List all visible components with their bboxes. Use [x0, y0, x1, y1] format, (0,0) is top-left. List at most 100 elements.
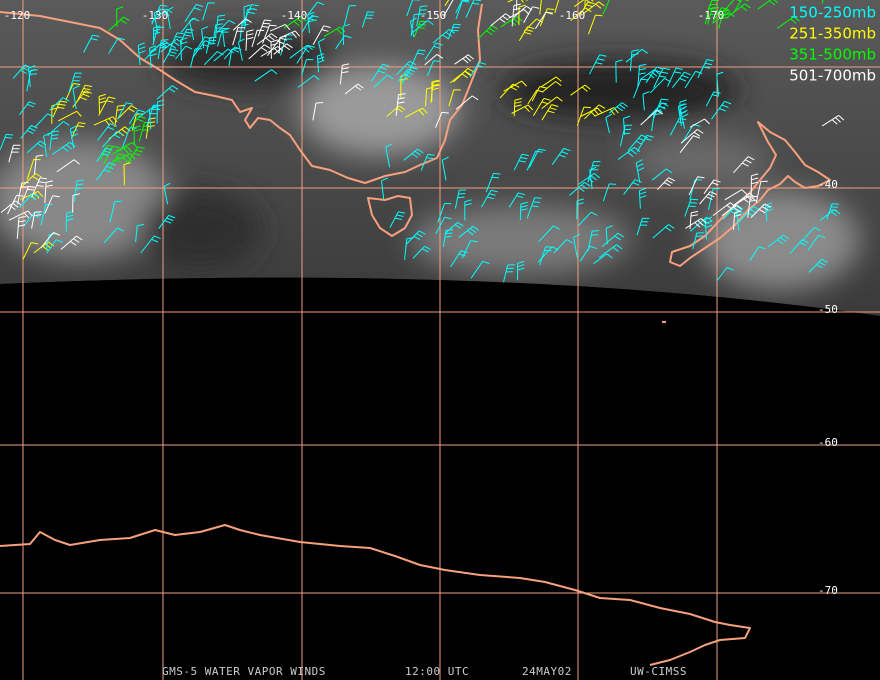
wind-barb [633, 78, 648, 99]
wind-barb [625, 48, 648, 63]
wind-barb [652, 224, 675, 239]
wind-barb [205, 36, 217, 54]
wind-barb [574, 0, 594, 8]
wind-barb [750, 203, 772, 219]
wind-barb [111, 146, 133, 155]
wind-barb [605, 113, 613, 134]
wind-barb [267, 37, 288, 56]
wind-barb [316, 53, 325, 73]
wind-barb [485, 172, 501, 193]
footer-time: 12:00 UTC [405, 665, 469, 678]
longitude-label: -130 [142, 9, 169, 22]
wind-barb [513, 153, 529, 171]
wind-barb [688, 176, 705, 196]
wind-barb [406, 0, 420, 17]
wind-barb [7, 194, 24, 215]
wind-barb [60, 235, 83, 250]
wind-barb [269, 23, 291, 32]
wind-barb [653, 67, 671, 88]
wind-barb [34, 154, 44, 175]
wind-barb [441, 156, 449, 181]
wind-barb [640, 69, 661, 80]
wind-barb [589, 54, 607, 75]
wind-barb [569, 181, 591, 196]
legend-entry: 251-350mb [789, 25, 876, 43]
wind-barb [615, 59, 623, 83]
wind-barb [553, 239, 573, 254]
wind-barb [135, 223, 145, 243]
wind-barb [145, 117, 156, 139]
wind-barb [461, 240, 478, 259]
wind-barb [162, 48, 179, 64]
wind-barb [598, 244, 623, 259]
wind-barb [503, 264, 515, 283]
wind-barb [243, 4, 251, 24]
wind-barb [602, 0, 610, 15]
wind-barb [454, 54, 475, 65]
wind-barb [437, 202, 452, 223]
wind-barb [112, 153, 136, 163]
wind-barb [160, 38, 183, 53]
wind-barb [203, 51, 224, 66]
wind-barb [31, 177, 47, 197]
wind-barb [526, 197, 542, 219]
wind-barb [716, 71, 724, 96]
wind-barb [103, 227, 124, 243]
wind-barb [19, 193, 40, 209]
wind-barb [0, 133, 14, 150]
wind-barb [28, 65, 36, 88]
longitude-label: -140 [281, 9, 308, 22]
footer-date: 24MAY02 [522, 665, 572, 678]
wind-barb [122, 127, 137, 148]
wind-barb [217, 28, 230, 47]
wind-barb [339, 63, 350, 85]
wind-barb [57, 110, 82, 122]
wind-barb [718, 10, 731, 29]
wind-barb [500, 16, 523, 28]
wind-barb [93, 116, 118, 126]
coastlines [0, 3, 831, 666]
wind-barb [108, 37, 126, 54]
wind-barb [685, 218, 707, 229]
wind-barb [609, 102, 628, 114]
wind-barb [22, 242, 39, 260]
wind-barb [554, 0, 560, 14]
wind-barb [649, 77, 671, 94]
wind-barb [335, 35, 352, 50]
wind-barb [727, 3, 751, 18]
wind-barb [256, 33, 278, 45]
wind-barb [657, 177, 676, 190]
wind-barb [684, 198, 699, 217]
wind-barb [801, 226, 821, 242]
wind-barb [72, 193, 80, 213]
wind-barb [65, 210, 74, 232]
longitude-label: -170 [698, 9, 725, 22]
legend: 150-250mb 251-350mb 351-500mb 501-700mb [789, 4, 876, 85]
wind-barb [108, 126, 131, 140]
wind-barb [623, 115, 631, 136]
wind-barb [733, 210, 742, 231]
wind-barb [703, 179, 721, 194]
latitude-label: -50 [818, 303, 838, 316]
wind-barb [532, 97, 551, 117]
wind-barb [412, 245, 431, 259]
wind-barb [137, 42, 146, 66]
wind-barb [283, 16, 307, 29]
wind-barb [587, 161, 601, 183]
legend-entry: 150-250mb [789, 4, 876, 22]
wind-barb [513, 98, 522, 117]
wind-barb [499, 83, 520, 99]
wind-barb [582, 1, 605, 15]
wind-barb [551, 147, 571, 165]
wind-barb [464, 199, 472, 221]
wind-barb [343, 5, 357, 26]
footer: GMS-5 WATER VAPOR WINDS 12:00 UTC 24MAY0… [162, 665, 686, 678]
wind-barb [447, 23, 461, 40]
legend-entry: 501-700mb [789, 67, 876, 85]
wind-barb [20, 173, 42, 189]
wind-barb [117, 105, 138, 120]
wind-barb [323, 26, 346, 38]
wind-barb [44, 195, 60, 214]
longitude-label: -150 [420, 9, 447, 22]
wind-barb [151, 4, 168, 25]
